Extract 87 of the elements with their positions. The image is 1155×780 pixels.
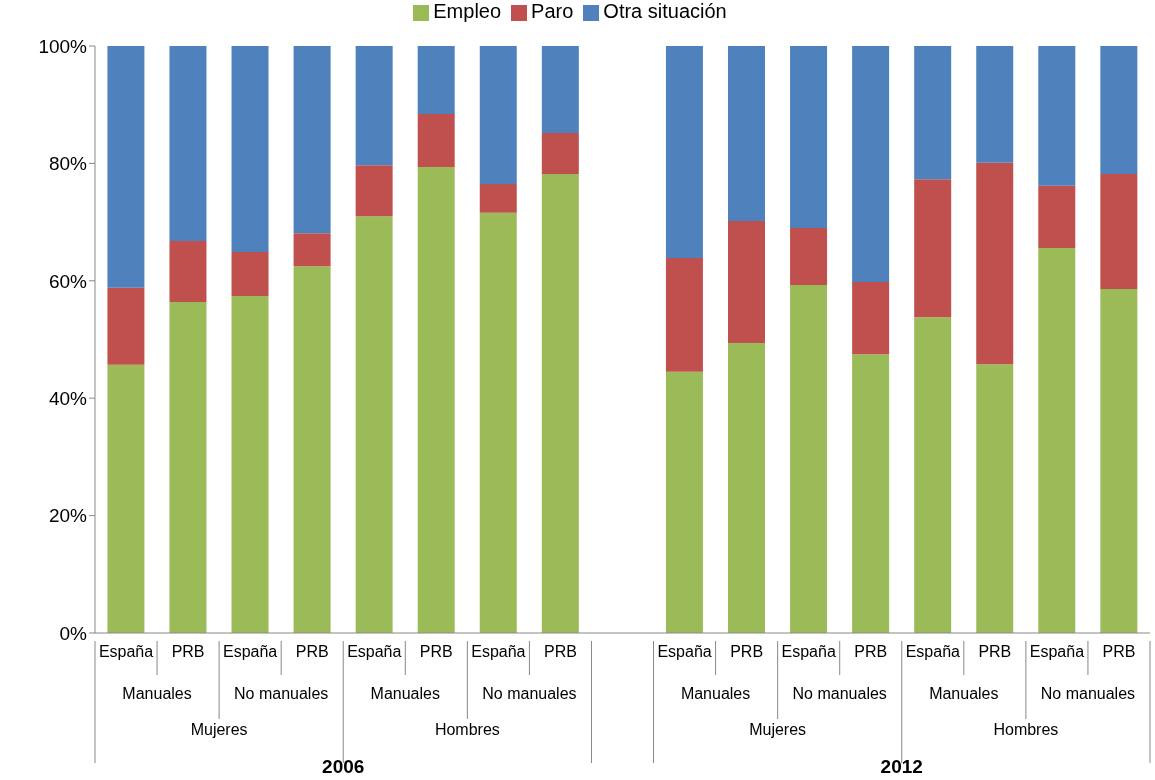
x-tick-label: PRB bbox=[1102, 643, 1136, 660]
bar bbox=[169, 240, 207, 302]
x-tick-label: PRB bbox=[419, 643, 453, 660]
text: Manuales bbox=[929, 685, 999, 702]
bar bbox=[417, 166, 455, 633]
x-tick-label: España bbox=[98, 643, 154, 660]
bar bbox=[790, 284, 828, 633]
bar bbox=[790, 46, 828, 228]
text: Mujeres bbox=[749, 721, 807, 738]
text: No manuales bbox=[234, 685, 329, 702]
text: No manuales bbox=[482, 685, 577, 702]
bar bbox=[479, 212, 517, 633]
bar bbox=[728, 220, 765, 344]
bar bbox=[914, 179, 952, 318]
bar bbox=[1038, 46, 1076, 186]
y-tick-label: 0% bbox=[59, 622, 88, 644]
bar bbox=[231, 46, 269, 253]
y-tick-label: 100% bbox=[38, 35, 88, 57]
y-tick-label: 40% bbox=[48, 387, 88, 409]
bar bbox=[293, 233, 331, 267]
bar bbox=[728, 46, 765, 221]
bar bbox=[417, 114, 455, 167]
bar bbox=[107, 287, 145, 365]
bar bbox=[479, 46, 517, 184]
bar bbox=[169, 301, 207, 633]
x-tick-label: España bbox=[905, 643, 961, 660]
bar bbox=[852, 281, 890, 355]
text: No manuales bbox=[1040, 685, 1136, 702]
bar bbox=[1100, 173, 1138, 290]
bar bbox=[976, 364, 1014, 633]
x-tick-label: España bbox=[347, 643, 402, 660]
bar bbox=[665, 46, 703, 258]
text: 2006 bbox=[322, 756, 365, 777]
bar bbox=[355, 165, 393, 217]
bar bbox=[1100, 46, 1138, 174]
bar bbox=[665, 257, 703, 372]
bar bbox=[293, 46, 331, 234]
bar bbox=[1100, 289, 1138, 633]
bar bbox=[541, 132, 579, 174]
y-tick-label: 20% bbox=[48, 505, 88, 527]
bar bbox=[231, 252, 269, 297]
bar bbox=[976, 162, 1014, 365]
bar bbox=[293, 266, 331, 633]
bar bbox=[914, 46, 952, 180]
bar bbox=[107, 364, 145, 633]
bar bbox=[541, 173, 579, 633]
bar bbox=[355, 216, 393, 633]
legend-label: Paro bbox=[531, 0, 574, 22]
bar bbox=[728, 343, 765, 633]
text: Manuales bbox=[370, 685, 440, 702]
bar bbox=[541, 46, 579, 133]
x-tick-label: PRB bbox=[978, 643, 1012, 660]
bar bbox=[1038, 185, 1076, 248]
x-tick-label: España bbox=[1029, 643, 1085, 660]
legend-label: Empleo bbox=[433, 0, 502, 22]
text: Mujeres bbox=[190, 721, 248, 738]
x-tick-label: España bbox=[471, 643, 526, 660]
bar bbox=[665, 371, 703, 633]
legend-label: Otra situación bbox=[603, 0, 727, 22]
bar bbox=[231, 296, 269, 633]
text: No manuales bbox=[792, 685, 887, 702]
bar bbox=[169, 46, 207, 241]
x-tick-label: España bbox=[781, 643, 836, 660]
x-tick-label: España bbox=[223, 643, 278, 660]
x-tick-label: PRB bbox=[730, 643, 764, 660]
x-tick-label: PRB bbox=[295, 643, 329, 660]
text: Manuales bbox=[680, 685, 751, 702]
text: Hombres bbox=[993, 721, 1059, 738]
bar bbox=[355, 46, 393, 166]
bar bbox=[976, 46, 1014, 163]
y-tick-label: 80% bbox=[48, 153, 88, 175]
bar bbox=[107, 46, 145, 288]
x-tick-label: PRB bbox=[854, 643, 888, 660]
bar bbox=[1038, 247, 1076, 633]
bar bbox=[852, 46, 890, 282]
bar bbox=[417, 46, 455, 115]
x-tick-label: PRB bbox=[543, 643, 577, 660]
bar bbox=[852, 354, 890, 633]
y-tick-label: 60% bbox=[48, 270, 88, 292]
bar bbox=[790, 227, 828, 285]
bar bbox=[914, 317, 952, 633]
text: Hombres bbox=[434, 721, 500, 738]
bar bbox=[479, 183, 517, 213]
text: Manuales bbox=[122, 685, 192, 702]
x-tick-label: PRB bbox=[171, 643, 205, 660]
x-tick-label: España bbox=[657, 643, 712, 660]
text: 2012 bbox=[880, 756, 923, 777]
